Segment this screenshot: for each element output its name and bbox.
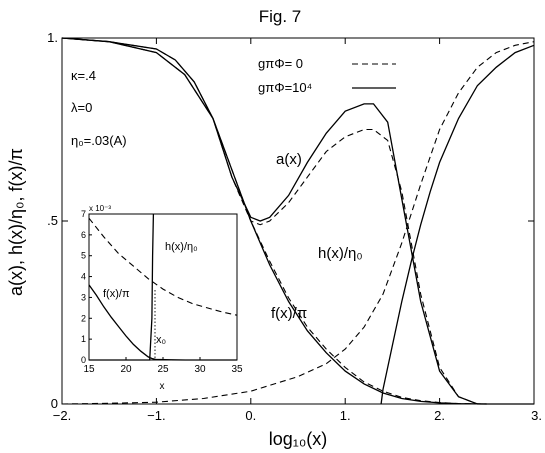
x-tick-label: −2. xyxy=(53,408,71,423)
main-series-h-x-dashed-4 xyxy=(61,41,535,405)
annotation-a: a(x) xyxy=(276,151,302,168)
main-series-a-x-solid-0 xyxy=(61,37,534,405)
inset-y-tick-label: 0 xyxy=(81,355,86,365)
inset-y-tick-label: 3 xyxy=(81,292,86,302)
chart-title: Fig. 7 xyxy=(259,7,302,26)
inset-y-tick-label: 2 xyxy=(81,313,86,323)
inset-series-h-x-solid-2 xyxy=(89,213,155,361)
inset-y-tick-label: 4 xyxy=(81,272,86,282)
inset-annotation-f: f(x)/π xyxy=(103,288,130,300)
param-lambda: λ=0 xyxy=(71,100,92,115)
inset-y-tick-label: 6 xyxy=(81,230,86,240)
y-tick-label: 1. xyxy=(47,30,58,45)
main-series-h-x-solid-5 xyxy=(380,44,535,405)
inset-annotation-h: h(x)/η₀ xyxy=(165,241,198,253)
main-series-f-x-dashed-3 xyxy=(61,37,487,405)
x-axis-label: log₁₀(x) xyxy=(269,429,328,449)
inset-x-tick-label: 25 xyxy=(157,364,169,375)
annotation-f: f(x)/π xyxy=(271,305,307,322)
param-kappa: κ=.4 xyxy=(71,68,96,83)
inset-series-f-x-solid-1 xyxy=(88,284,237,361)
inset-x-axis-label: x xyxy=(160,381,165,392)
inset-multiplier: x 10⁻³ xyxy=(89,204,111,213)
inset-plot-series xyxy=(88,213,238,361)
legend: gπΦ= 0 gπΦ=10⁴ xyxy=(258,56,396,95)
x-tick-label: 3. xyxy=(531,408,542,423)
param-eta0: η₀=.03(A) xyxy=(71,133,127,148)
inset-y-tick-label: 7 xyxy=(81,209,86,219)
legend-label-solid: gπΦ=10⁴ xyxy=(258,80,312,95)
inset-x-tick-label: 30 xyxy=(194,364,206,375)
inset-background xyxy=(72,206,244,372)
y-axis-label: a(x), h(x)/η₀, f(x)/π xyxy=(6,148,26,296)
x-tick-label: 1. xyxy=(340,408,351,423)
inset-y-tick-label: 1 xyxy=(81,334,86,344)
inset-series-f-x-dashed-0 xyxy=(88,217,238,316)
y-tick-label: 0 xyxy=(51,396,58,411)
x-tick-label: 0. xyxy=(245,408,256,423)
y-tick-label: .5 xyxy=(47,213,58,228)
inset-y-tick-label: 5 xyxy=(81,251,86,261)
inset-x-tick-label: 35 xyxy=(231,364,243,375)
inset-axis-ticks: 15 20 25 30 35 0 1 2 3 4 5 6 7 xyxy=(81,209,243,375)
main-plot-series xyxy=(61,37,535,405)
x-tick-label: −1. xyxy=(147,408,165,423)
main-series-a-x-dashed-1 xyxy=(61,37,534,405)
annotation-h: h(x)/η₀ xyxy=(318,245,363,262)
inset-annotation-x0: x₀ xyxy=(156,334,166,346)
legend-label-dashed: gπΦ= 0 xyxy=(258,56,303,71)
x-tick-label: 2. xyxy=(434,408,445,423)
inset-x-tick-label: 15 xyxy=(83,364,95,375)
inset-x-tick-label: 20 xyxy=(120,364,132,375)
